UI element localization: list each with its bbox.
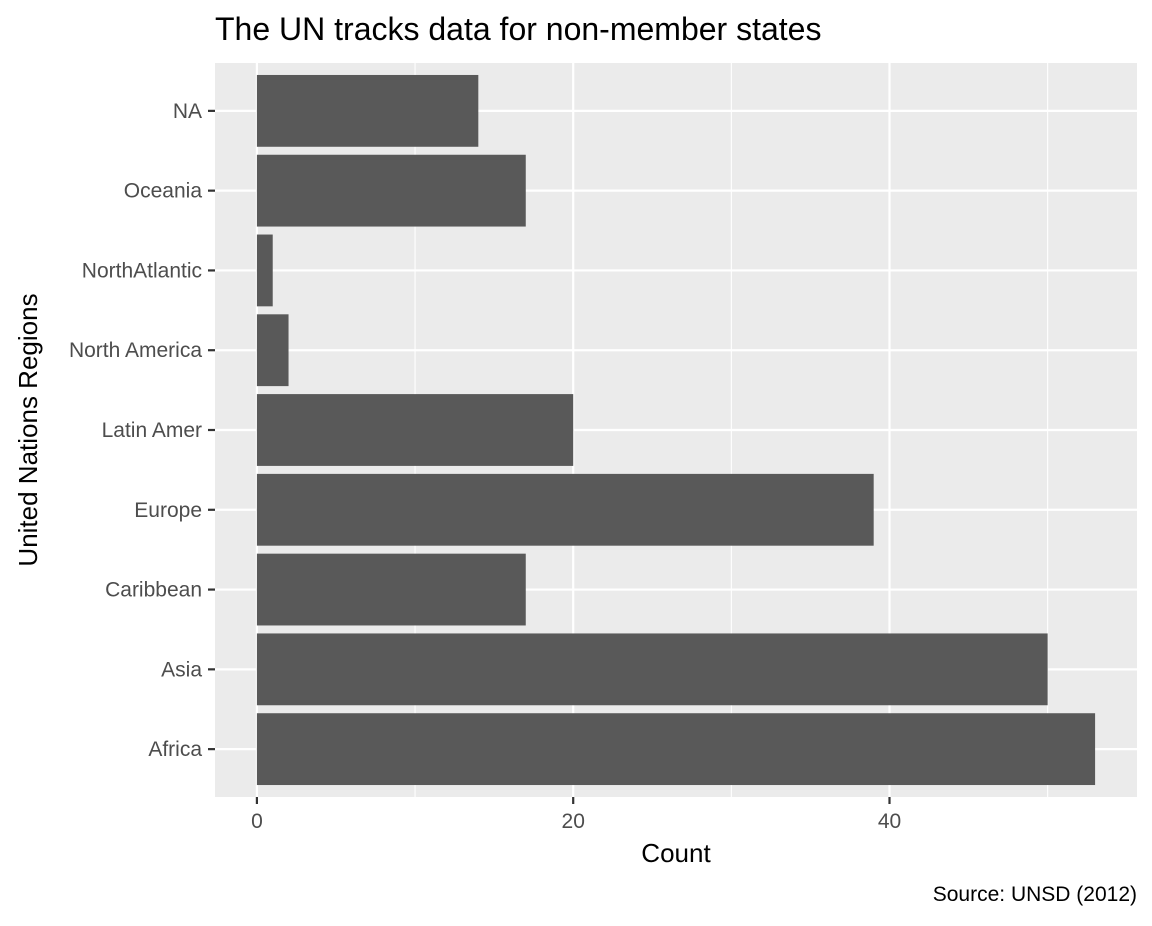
- y-tick-label: Caribbean: [105, 579, 202, 602]
- bars: [256, 74, 1096, 786]
- x-tick-label: 40: [878, 810, 901, 833]
- chart-title: The UN tracks data for non-member states: [215, 11, 821, 47]
- bar-na: [256, 74, 479, 147]
- y-tick-label: Africa: [148, 738, 202, 761]
- y-axis: Africa Asia Caribbean Europe Latin Amer North…: [69, 100, 215, 761]
- y-tick-label: NorthAtlantic: [82, 259, 202, 282]
- y-tick-label: Latin Amer: [102, 419, 202, 442]
- x-axis-title: Count: [641, 838, 711, 868]
- bar-oceania: [256, 154, 526, 227]
- y-tick-label: NA: [173, 100, 202, 123]
- y-tick-label: Oceania: [124, 180, 203, 203]
- source-caption: Source: UNSD (2012): [933, 883, 1137, 906]
- x-tick-label: 20: [562, 810, 585, 833]
- y-axis-title: United Nations Regions: [13, 293, 43, 566]
- x-axis: 0 20 40: [251, 797, 901, 833]
- y-tick-label: Asia: [161, 658, 202, 681]
- bar-latin-amer: [256, 394, 574, 466]
- bar-caribbean: [256, 553, 526, 626]
- y-tick-label: North America: [69, 339, 202, 362]
- bar-north-america: [256, 314, 289, 387]
- bar-asia: [256, 633, 1048, 706]
- bar-northatlantic: [256, 234, 273, 307]
- bar-africa: [256, 713, 1096, 786]
- x-tick-label: 0: [251, 810, 263, 833]
- bar-europe: [256, 473, 874, 546]
- y-tick-label: Europe: [134, 499, 202, 522]
